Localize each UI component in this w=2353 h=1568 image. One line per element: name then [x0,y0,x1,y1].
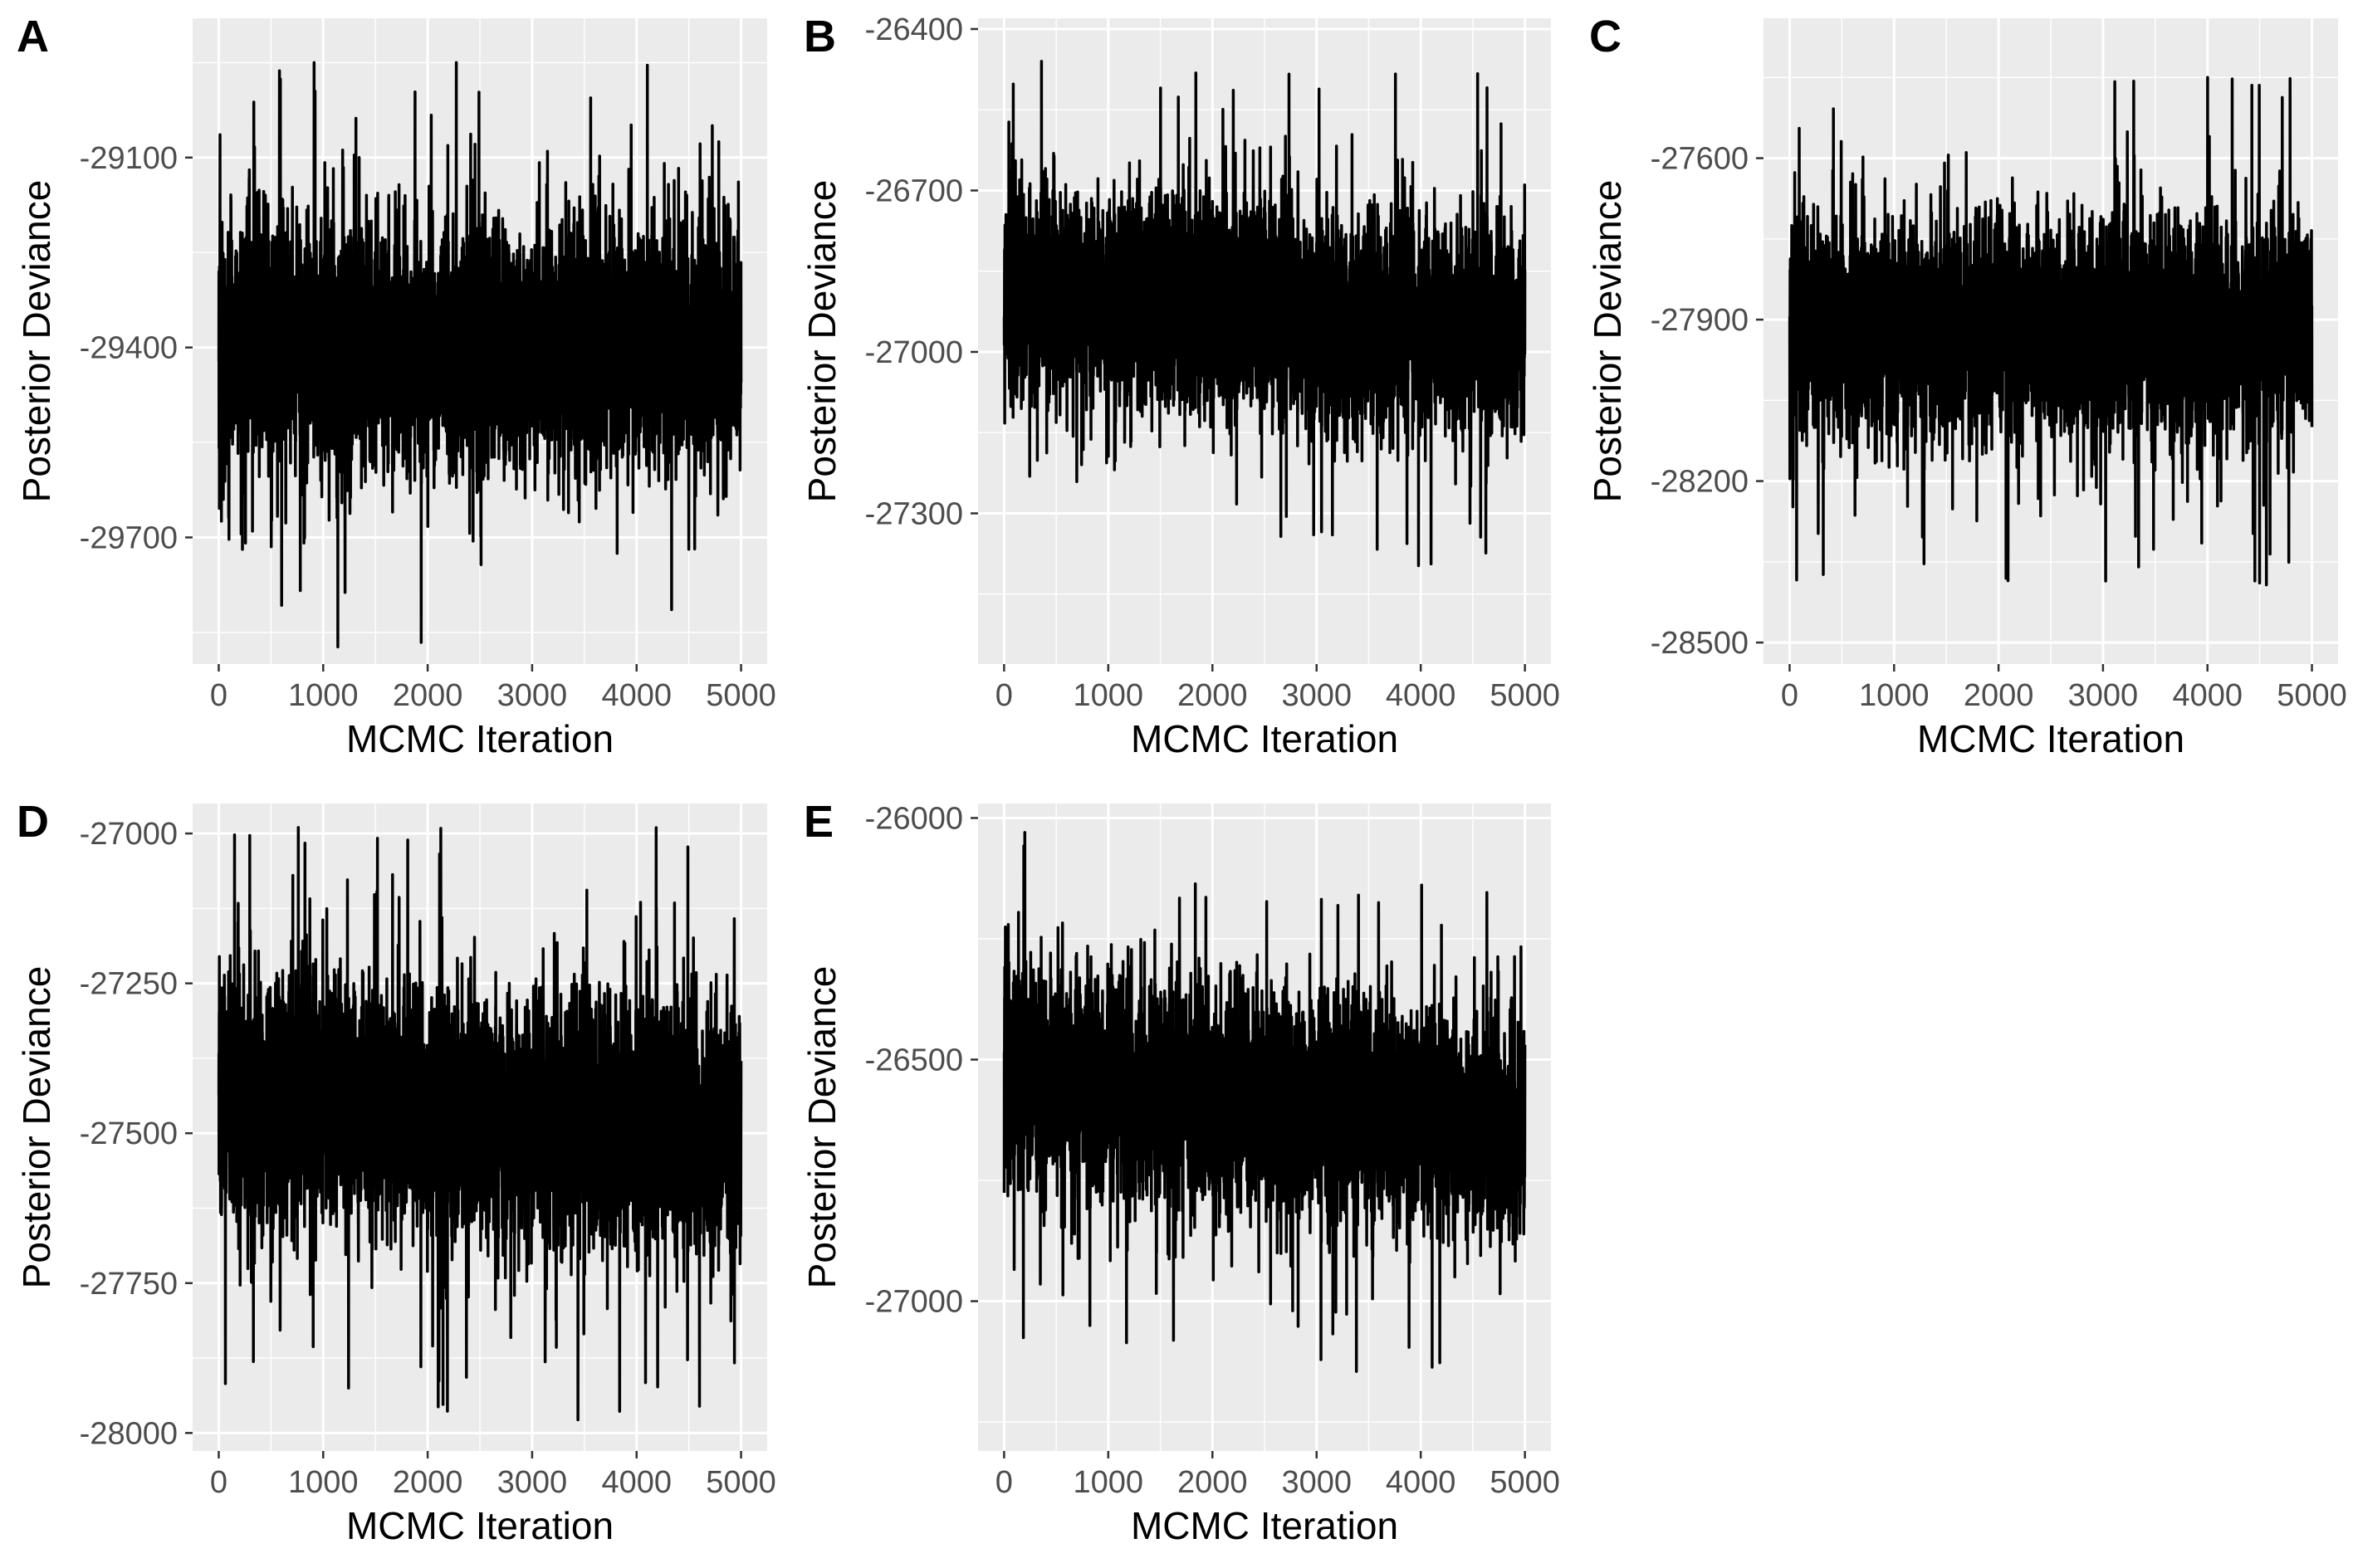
x-tick-label: 5000 [2277,678,2347,713]
x-tick-label: 4000 [601,678,672,713]
y-tick-label: -27300 [865,496,963,531]
x-tick-label: 2000 [1177,1465,1248,1500]
x-tick-label: 0 [210,1465,227,1500]
x-tick-label: 2000 [1177,678,1248,713]
x-tick-label: 3000 [2068,678,2139,713]
y-axis-title: Posterior Deviance [800,180,844,503]
y-tick-label: -26500 [865,1043,963,1078]
panel-label: C [1589,12,1622,61]
y-tick-label: -27750 [80,1267,178,1302]
y-axis-title: Posterior Deviance [15,966,58,1289]
panel-a: 0 1000 2000 3000 4000 5000 -29100 -29400 -29700 M… [15,12,776,760]
y-tick-label: -27500 [80,1116,178,1151]
trace-line-c [1788,76,2314,587]
panel-label: E [804,797,834,847]
panel-e: 0 1000 2000 3000 4000 5000 -26000 -26500 -27000 M… [800,797,1560,1547]
panel-label: A [17,12,49,61]
y-axis-title: Posterior Deviance [15,180,58,503]
x-tick-label: 3000 [497,1465,568,1500]
y-tick-label: -27000 [865,1285,963,1320]
panel-c: 0 1000 2000 3000 4000 5000 -27600 -27900 -28200 -… [1586,12,2347,760]
x-tick-label: 1000 [1074,678,1144,713]
x-axis-title: MCMC Iteration [1131,1504,1398,1547]
y-tick-label: -27600 [1651,142,1749,177]
panel-label: D [17,797,49,847]
x-tick-label: 1000 [288,1465,359,1500]
x-tick-label: 3000 [1281,1465,1352,1500]
y-tick-label: -27000 [80,817,178,852]
y-tick-label: -26700 [865,173,963,208]
y-axis-title: Posterior Deviance [800,966,844,1289]
y-tick-label: -28500 [1651,626,1749,661]
x-tick-label: 0 [1781,678,1798,713]
y-tick-label: -29700 [80,520,178,555]
panel-label: B [804,12,836,61]
trace-line-d [217,826,743,1422]
x-tick-label: 0 [996,678,1013,713]
panel-b: 0 1000 2000 3000 4000 5000 -26400 -26700 -27000 -… [800,12,1560,760]
trace-line-e [1002,831,1527,1373]
x-tick-label: 3000 [497,678,568,713]
x-tick-label: 1000 [1859,678,1930,713]
y-tick-label: -27250 [80,967,178,1002]
x-tick-label: 2000 [393,678,463,713]
y-tick-label: -27900 [1651,303,1749,338]
x-tick-label: 3000 [1281,678,1352,713]
x-tick-label: 4000 [1386,1465,1456,1500]
x-axis-title: MCMC Iteration [346,717,614,760]
x-tick-label: 2000 [1964,678,2034,713]
y-tick-label: -26000 [865,801,963,836]
x-tick-label: 1000 [1074,1465,1144,1500]
x-tick-label: 5000 [1490,1465,1560,1500]
x-tick-label: 5000 [706,678,776,713]
trace-line-a [217,61,743,649]
x-tick-label: 2000 [393,1465,463,1500]
y-axis-title: Posterior Deviance [1586,180,1629,503]
x-tick-label: 4000 [2172,678,2243,713]
x-tick-label: 5000 [1490,678,1560,713]
x-tick-label: 0 [996,1465,1013,1500]
x-axis-title: MCMC Iteration [346,1504,614,1547]
y-tick-label: -29400 [80,331,178,366]
x-axis-title: MCMC Iteration [1917,717,2184,760]
panel-d: 0 1000 2000 3000 4000 5000 -27000 -27250 -27500 -… [15,797,776,1547]
x-tick-label: 1000 [288,678,359,713]
y-tick-label: -28000 [80,1416,178,1451]
y-tick-label: -28200 [1651,465,1749,500]
y-tick-label: -27000 [865,335,963,370]
x-tick-label: 4000 [1386,678,1456,713]
x-axis-title: MCMC Iteration [1131,717,1398,760]
y-tick-label: -26400 [865,12,963,47]
x-tick-label: 0 [210,678,227,713]
y-tick-label: -29100 [80,141,178,176]
x-tick-label: 5000 [706,1465,776,1500]
trace-line-b [1002,60,1527,568]
x-tick-label: 4000 [601,1465,672,1500]
